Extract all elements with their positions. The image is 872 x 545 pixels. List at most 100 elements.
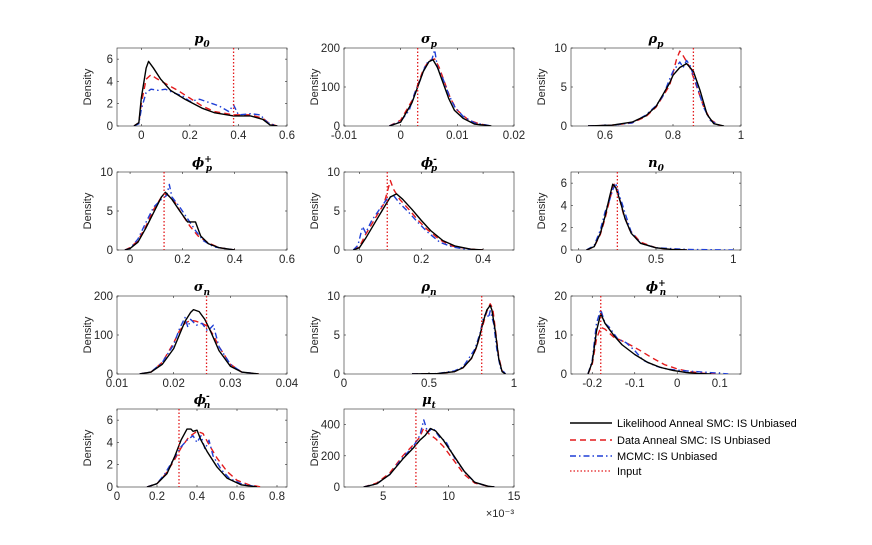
density-line-mcmc [587,59,721,126]
x-tick-label: -0.2 [582,378,602,390]
y-axis-label: Density [82,192,94,229]
plot-area [133,48,278,126]
panel-phi_n_minus: 0 0.2 0.4 0.6 0.8 0 2 4 6 Density ϕ-n [82,392,288,503]
plot-area [587,48,725,126]
panel-title: μt [422,393,437,411]
y-axis-label: Density [82,68,94,105]
panel-title-base: ρ [420,280,430,295]
density-line-mcmc [133,88,278,126]
y-axis-label: Density [309,68,321,105]
x-tick-label: 0.2 [149,491,165,503]
panel-title-sup: - [433,155,437,165]
legend-label-data: Data Anneal SMC: IS Unbiased [617,435,770,447]
panel-sigma_n: 0.01 0.02 0.03 0.04 0 100 200 Density σn [82,280,299,390]
panel-title-base: σ [421,32,431,47]
density-line-lik [353,193,484,250]
x-tick-label: 10 [442,491,455,503]
x-tick-label: 0.8 [665,130,681,142]
x-tick-label: 0 [674,378,680,390]
panel-title-sup: + [204,155,212,165]
y-tick-label: 10 [554,330,567,342]
x-tick-label: 0.6 [279,254,295,266]
panel-title-sub: p [431,40,438,50]
plot-area [411,296,507,374]
panel-title-sup: + [658,279,666,289]
panel-title: n0 [648,156,664,174]
plot-area [586,172,734,250]
x-tick-label: 0.02 [162,378,184,390]
x-tick-label: 0.8 [269,491,285,503]
legend-box [560,410,862,482]
legend-item-data: Data Anneal SMC: IS Unbiased [570,435,770,447]
panel-title-sup: - [206,392,210,402]
panel-title-sub: n [204,401,211,411]
panel-phi_p_minus: 0 0.2 0.4 0 5 10 Density ϕ-p [309,155,515,266]
x-tick-label: 0.5 [421,378,437,390]
axes-box [570,47,742,127]
density-line-data [133,74,278,126]
panel-title-sub: p [657,40,664,50]
legend-label-lik: Likelihood Anneal SMC: IS Unbiased [617,418,797,430]
y-tick-label: 100 [94,330,113,342]
y-axis-label: Density [82,316,94,353]
plot-area [363,409,495,487]
density-line-data [352,179,484,250]
y-tick-label: 0 [334,369,340,381]
x-tick-label: 0.4 [227,254,244,266]
x-tick-label: 1 [738,130,744,142]
panel-title: ρp [648,32,665,50]
density-line-lik [411,304,506,374]
panel-title-base: p [194,32,203,47]
y-axis-label: Density [82,429,94,466]
y-tick-label: 0 [107,121,113,133]
density-line-data [146,430,262,487]
density-line-lik [586,183,687,250]
y-tick-label: 2 [107,460,113,472]
y-tick-label: 20 [554,291,567,303]
legend-item-mcmc: MCMC: IS Unbiased [570,451,717,463]
panel-title-sub: 0 [658,164,665,174]
x-tick-label: 0.6 [279,130,295,142]
panel-phi_p_plus: 0 0.2 0.4 0.6 0 5 10 Density ϕ+ p [82,155,295,266]
axes-box [570,295,742,375]
legend-label-mcmc: MCMC: IS Unbiased [617,451,717,463]
y-tick-label: 0 [334,482,340,494]
y-tick-label: 6 [107,54,113,66]
y-axis-label: Density [309,429,321,466]
panel-title: σn [194,280,210,298]
density-line-lik [389,59,492,126]
x-tick-label: 0.01 [106,378,128,390]
y-axis-label: Density [536,192,548,229]
x-tick-label: 0.4 [189,491,206,503]
y-tick-label: 0 [107,245,113,257]
x-tick-label: 1 [730,254,736,266]
plot-area [352,172,484,250]
x-tick-label: 0.02 [503,130,525,142]
panel-title-sub: n [204,288,211,298]
legend-label-input: Input [617,466,641,478]
y-axis-label: Density [536,316,548,353]
x-tick-label: 0 [114,491,120,503]
x-tick-label: 0 [356,254,362,266]
x-tick-label: 15 [508,491,521,503]
density-line-lik [133,60,278,126]
y-tick-label: 0 [334,245,340,257]
x-tick-label: 0.4 [475,254,492,266]
x-tick-label: 0.2 [182,130,198,142]
y-tick-label: 200 [321,451,340,463]
axes-box [116,171,288,251]
x-tick-label: 0 [138,130,144,142]
x-tick-label: 0.6 [597,130,613,142]
x-tick-label: 0.03 [219,378,241,390]
axes-box [343,171,515,251]
density-line-lik [363,427,495,487]
panel-title-sub: p [431,164,438,174]
density-line-mcmc [146,435,258,487]
x-tick-label: 0.1 [712,378,728,390]
